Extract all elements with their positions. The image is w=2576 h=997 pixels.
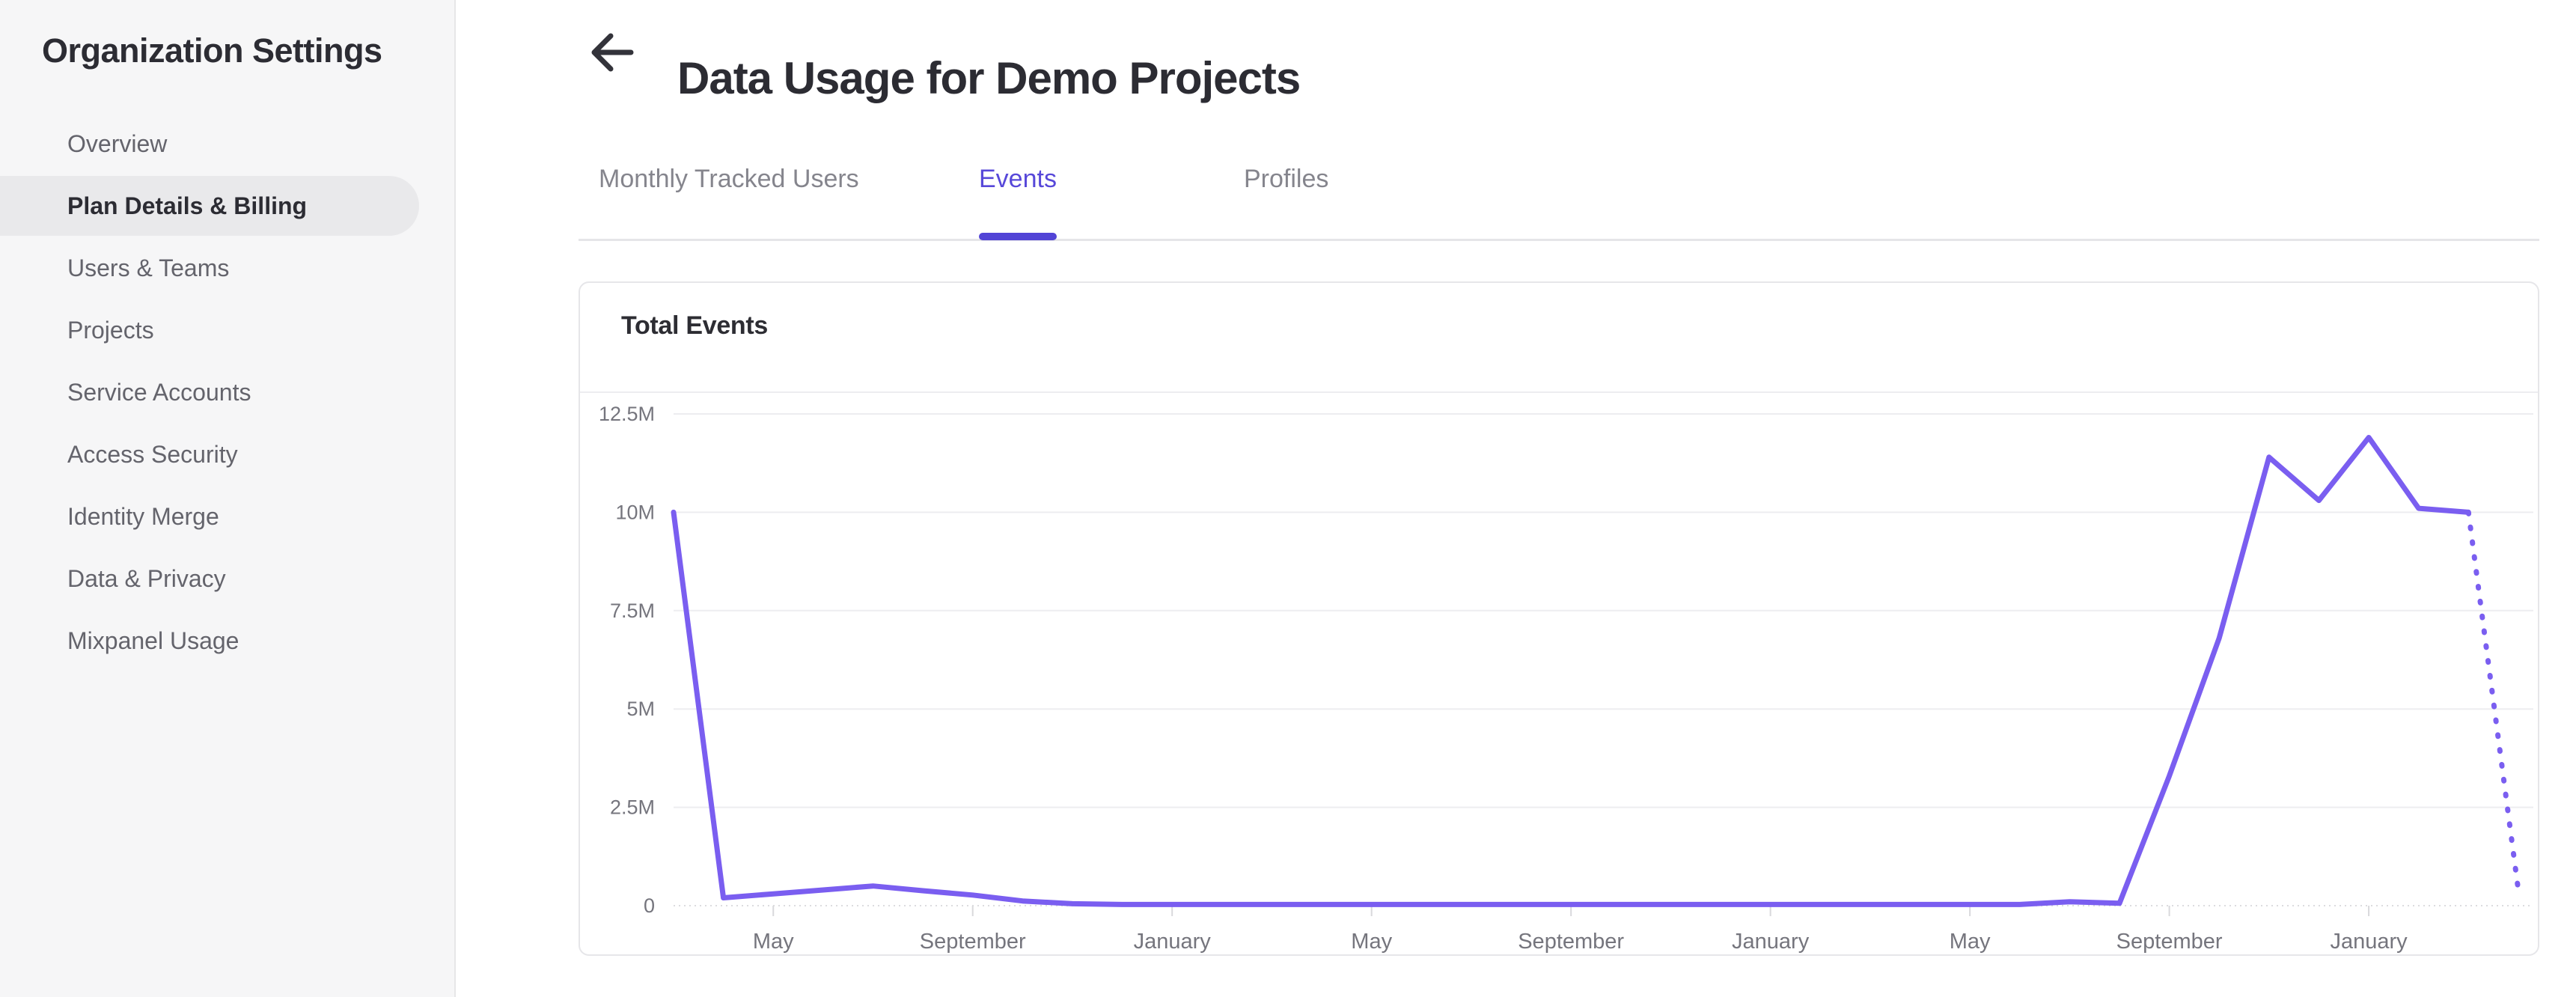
x-axis-label: May bbox=[1351, 930, 1392, 954]
tab-events[interactable]: Events bbox=[979, 165, 1057, 193]
x-axis-label: January bbox=[1134, 930, 1212, 954]
sidebar-item-plan-details-billing[interactable]: Plan Details & Billing bbox=[0, 176, 419, 236]
x-axis-label: September bbox=[920, 930, 1026, 954]
events-series-line bbox=[671, 435, 2471, 907]
back-arrow-icon[interactable] bbox=[588, 30, 636, 75]
total-events-card: Total Events 0 2.5M 5M 7.5M 10M 12.5M May Septe… bbox=[579, 281, 2539, 956]
sidebar-item-service-accounts[interactable]: Service Accounts bbox=[67, 378, 251, 406]
sidebar-item-overview[interactable]: Overview bbox=[67, 129, 168, 157]
sidebar-item-data-privacy[interactable]: Data & Privacy bbox=[67, 564, 226, 592]
active-tab-underline bbox=[979, 233, 1057, 240]
sidebar-item-users-teams[interactable]: Users & Teams bbox=[67, 254, 230, 281]
events-series-projection-dotted bbox=[2465, 509, 2521, 893]
x-axis-label: September bbox=[1518, 930, 1624, 954]
y-axis-label: 5M bbox=[626, 698, 655, 720]
x-axis-label: May bbox=[753, 930, 794, 954]
sidebar-item-mixpanel-usage[interactable]: Mixpanel Usage bbox=[67, 626, 239, 654]
y-axis-label: 7.5M bbox=[610, 600, 655, 622]
card-divider bbox=[580, 391, 2538, 393]
tab-monthly-tracked-users[interactable]: Monthly Tracked Users bbox=[599, 165, 859, 193]
sidebar-title: Organization Settings bbox=[42, 31, 382, 70]
y-axis-label: 0 bbox=[644, 894, 655, 917]
chart-title: Total Events bbox=[621, 311, 769, 340]
sidebar-nav: Overview Plan Details & Billing Users & Te… bbox=[0, 112, 456, 673]
tabs-divider bbox=[579, 239, 2539, 241]
y-axis-label: 12.5M bbox=[599, 403, 655, 425]
x-axis-label: January bbox=[1732, 930, 1810, 954]
sidebar-item-identity-merge[interactable]: Identity Merge bbox=[67, 502, 219, 530]
x-axis-label: September bbox=[2116, 930, 2223, 954]
events-usage-line-chart[interactable]: 0 2.5M 5M 7.5M 10M 12.5M May September January Ma… bbox=[580, 393, 2538, 956]
tab-profiles[interactable]: Profiles bbox=[1244, 165, 1329, 193]
sidebar-item-projects[interactable]: Projects bbox=[67, 316, 154, 344]
sidebar-item-access-security[interactable]: Access Security bbox=[67, 440, 238, 468]
x-axis-label: January bbox=[2330, 930, 2408, 954]
x-axis-label: May bbox=[1950, 930, 1991, 954]
page-title: Data Usage for Demo Projects bbox=[677, 53, 1301, 104]
y-axis-label: 10M bbox=[615, 501, 655, 523]
organization-settings-sidebar: Organization Settings Overview Plan Detai… bbox=[0, 0, 456, 997]
y-axis-label: 2.5M bbox=[610, 796, 655, 819]
